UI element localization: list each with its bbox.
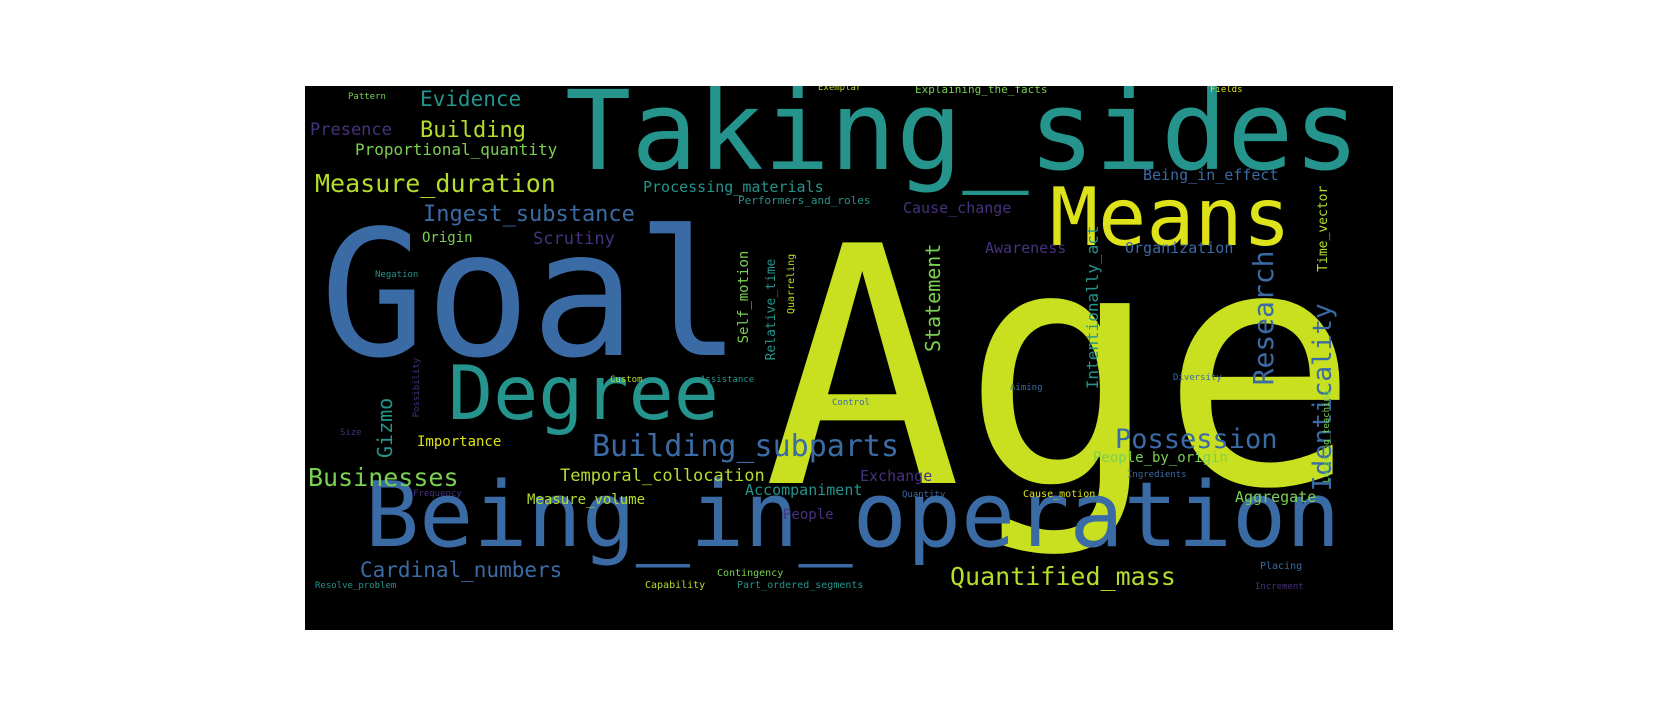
word-ingest-substance: Ingest_substance — [423, 202, 635, 227]
word-gizmo: Gizmo — [373, 397, 397, 458]
word-age: Age — [763, 177, 1360, 561]
word-accompaniment: Accompaniment — [745, 481, 863, 499]
word-evidence: Evidence — [420, 87, 522, 111]
word-businesses: Businesses — [308, 463, 459, 492]
word-exemplar: Exemplar — [818, 86, 862, 93]
word-time-vector: Time_vector — [1316, 185, 1331, 272]
word-cloud: Age Goal Taking_sides Being_in_operation Mea… — [305, 86, 1393, 630]
word-temporal-collocation: Temporal_collocation — [560, 466, 765, 486]
word-pattern: Pattern — [348, 92, 386, 102]
word-measure-duration: Measure_duration — [315, 169, 556, 198]
word-size: Size — [340, 428, 362, 438]
word-quarreling: Quarreling — [786, 253, 797, 314]
word-self-motion: Self_motion — [736, 250, 752, 344]
word-possession: Possession — [1115, 424, 1278, 455]
word-being-in-operation: Being_in_operation — [365, 463, 1341, 568]
word-capability: Capability — [645, 580, 706, 591]
word-degree: Degree — [448, 349, 719, 437]
word-proportional-quantity: Proportional_quantity — [355, 140, 558, 159]
word-research: Research — [1247, 250, 1280, 386]
word-resolve-problem: Resolve_problem — [315, 581, 397, 591]
word-processing-materials: Processing_materials — [643, 178, 824, 196]
word-goal: Goal — [320, 194, 742, 397]
word-explaining-the-facts: Explaining_the_facts — [915, 86, 1048, 96]
word-taking-sides: Taking_sides — [565, 86, 1360, 195]
word-people-by-origin: People_by_origin — [1093, 450, 1228, 466]
word-custom: Custom — [610, 375, 643, 385]
word-people: People — [783, 507, 834, 523]
word-locating-teaching: Locating_teaching — [1322, 390, 1332, 483]
word-aggregate: Aggregate — [1235, 488, 1317, 506]
word-being-in-effect: Being_in_effect — [1143, 166, 1279, 184]
word-presence: Presence — [310, 120, 392, 140]
word-means: Means — [1050, 171, 1291, 264]
word-increment: Increment — [1255, 582, 1304, 592]
word-building: Building — [420, 118, 526, 143]
word-relative-time: Relative_time — [764, 258, 779, 361]
word-frequency: Frequency — [413, 489, 462, 499]
word-fields: Fields — [1210, 86, 1243, 95]
word-performers-and-roles: Performers_and_roles — [738, 194, 871, 207]
word-assistance: Assistance — [700, 375, 755, 385]
word-organization: Organization — [1125, 239, 1234, 257]
word-importance: Importance — [417, 434, 502, 450]
word-awareness: Awareness — [985, 239, 1067, 257]
word-quantified-mass: Quantified_mass — [950, 562, 1176, 591]
word-origin: Origin — [422, 230, 473, 246]
word-placing: Placing — [1260, 561, 1303, 572]
word-scrutiny: Scrutiny — [533, 229, 615, 249]
word-statement: Statement — [921, 243, 945, 352]
word-control: Control — [832, 398, 870, 408]
word-quantity: Quantity — [902, 490, 946, 500]
word-building-subparts: Building_subparts — [592, 429, 900, 464]
word-contingency: Contingency — [717, 568, 784, 579]
word-ingredients: Ingredients — [1127, 470, 1187, 480]
word-possibility: Possibility — [412, 357, 422, 418]
word-aiming: Aiming — [1010, 383, 1043, 393]
word-negation: Negation — [375, 270, 419, 280]
word-measure-volume: Measure_volume — [527, 492, 646, 508]
word-intentionally-act: Intentionally_act — [1083, 225, 1102, 390]
word-cardinal-numbers: Cardinal_numbers — [360, 558, 563, 582]
word-cause-change: Cause_change — [903, 199, 1012, 217]
word-cause-motion: Cause_motion — [1023, 489, 1096, 500]
word-exchange: Exchange — [860, 467, 933, 485]
word-part-ordered-segments: Part_ordered_segments — [737, 580, 864, 591]
word-diversity: Diversity — [1173, 373, 1222, 383]
